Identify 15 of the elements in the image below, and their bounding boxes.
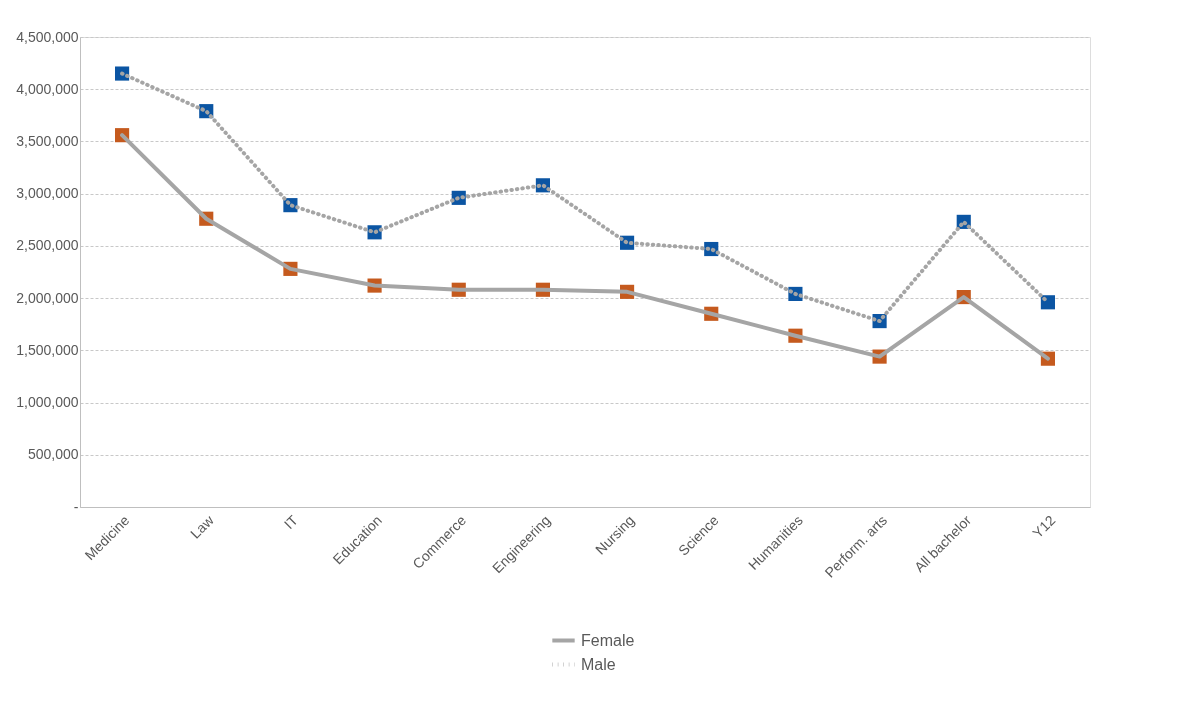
y-tick-label: 2,500,000 <box>16 237 79 254</box>
legend-label: Male <box>581 655 616 673</box>
y-tick-label: 3,500,000 <box>16 132 79 149</box>
y-tick-label: 2,000,000 <box>16 289 79 306</box>
y-tick-label: 1,500,000 <box>16 341 79 358</box>
x-tick-label: Y12 <box>1029 511 1059 542</box>
y-tick-label: 4,500,000 <box>16 28 79 45</box>
legend-label: Female <box>581 631 635 649</box>
x-tick-label: Law <box>187 511 218 542</box>
y-tick-label: 1,000,000 <box>16 394 79 411</box>
y-tick-label: 4,000,000 <box>16 80 79 97</box>
y-tick-label: - <box>73 498 79 515</box>
x-tick-label: IT <box>280 511 302 533</box>
y-tick-label: 3,000,000 <box>16 185 79 202</box>
y-tick-label: 500,000 <box>27 446 79 463</box>
